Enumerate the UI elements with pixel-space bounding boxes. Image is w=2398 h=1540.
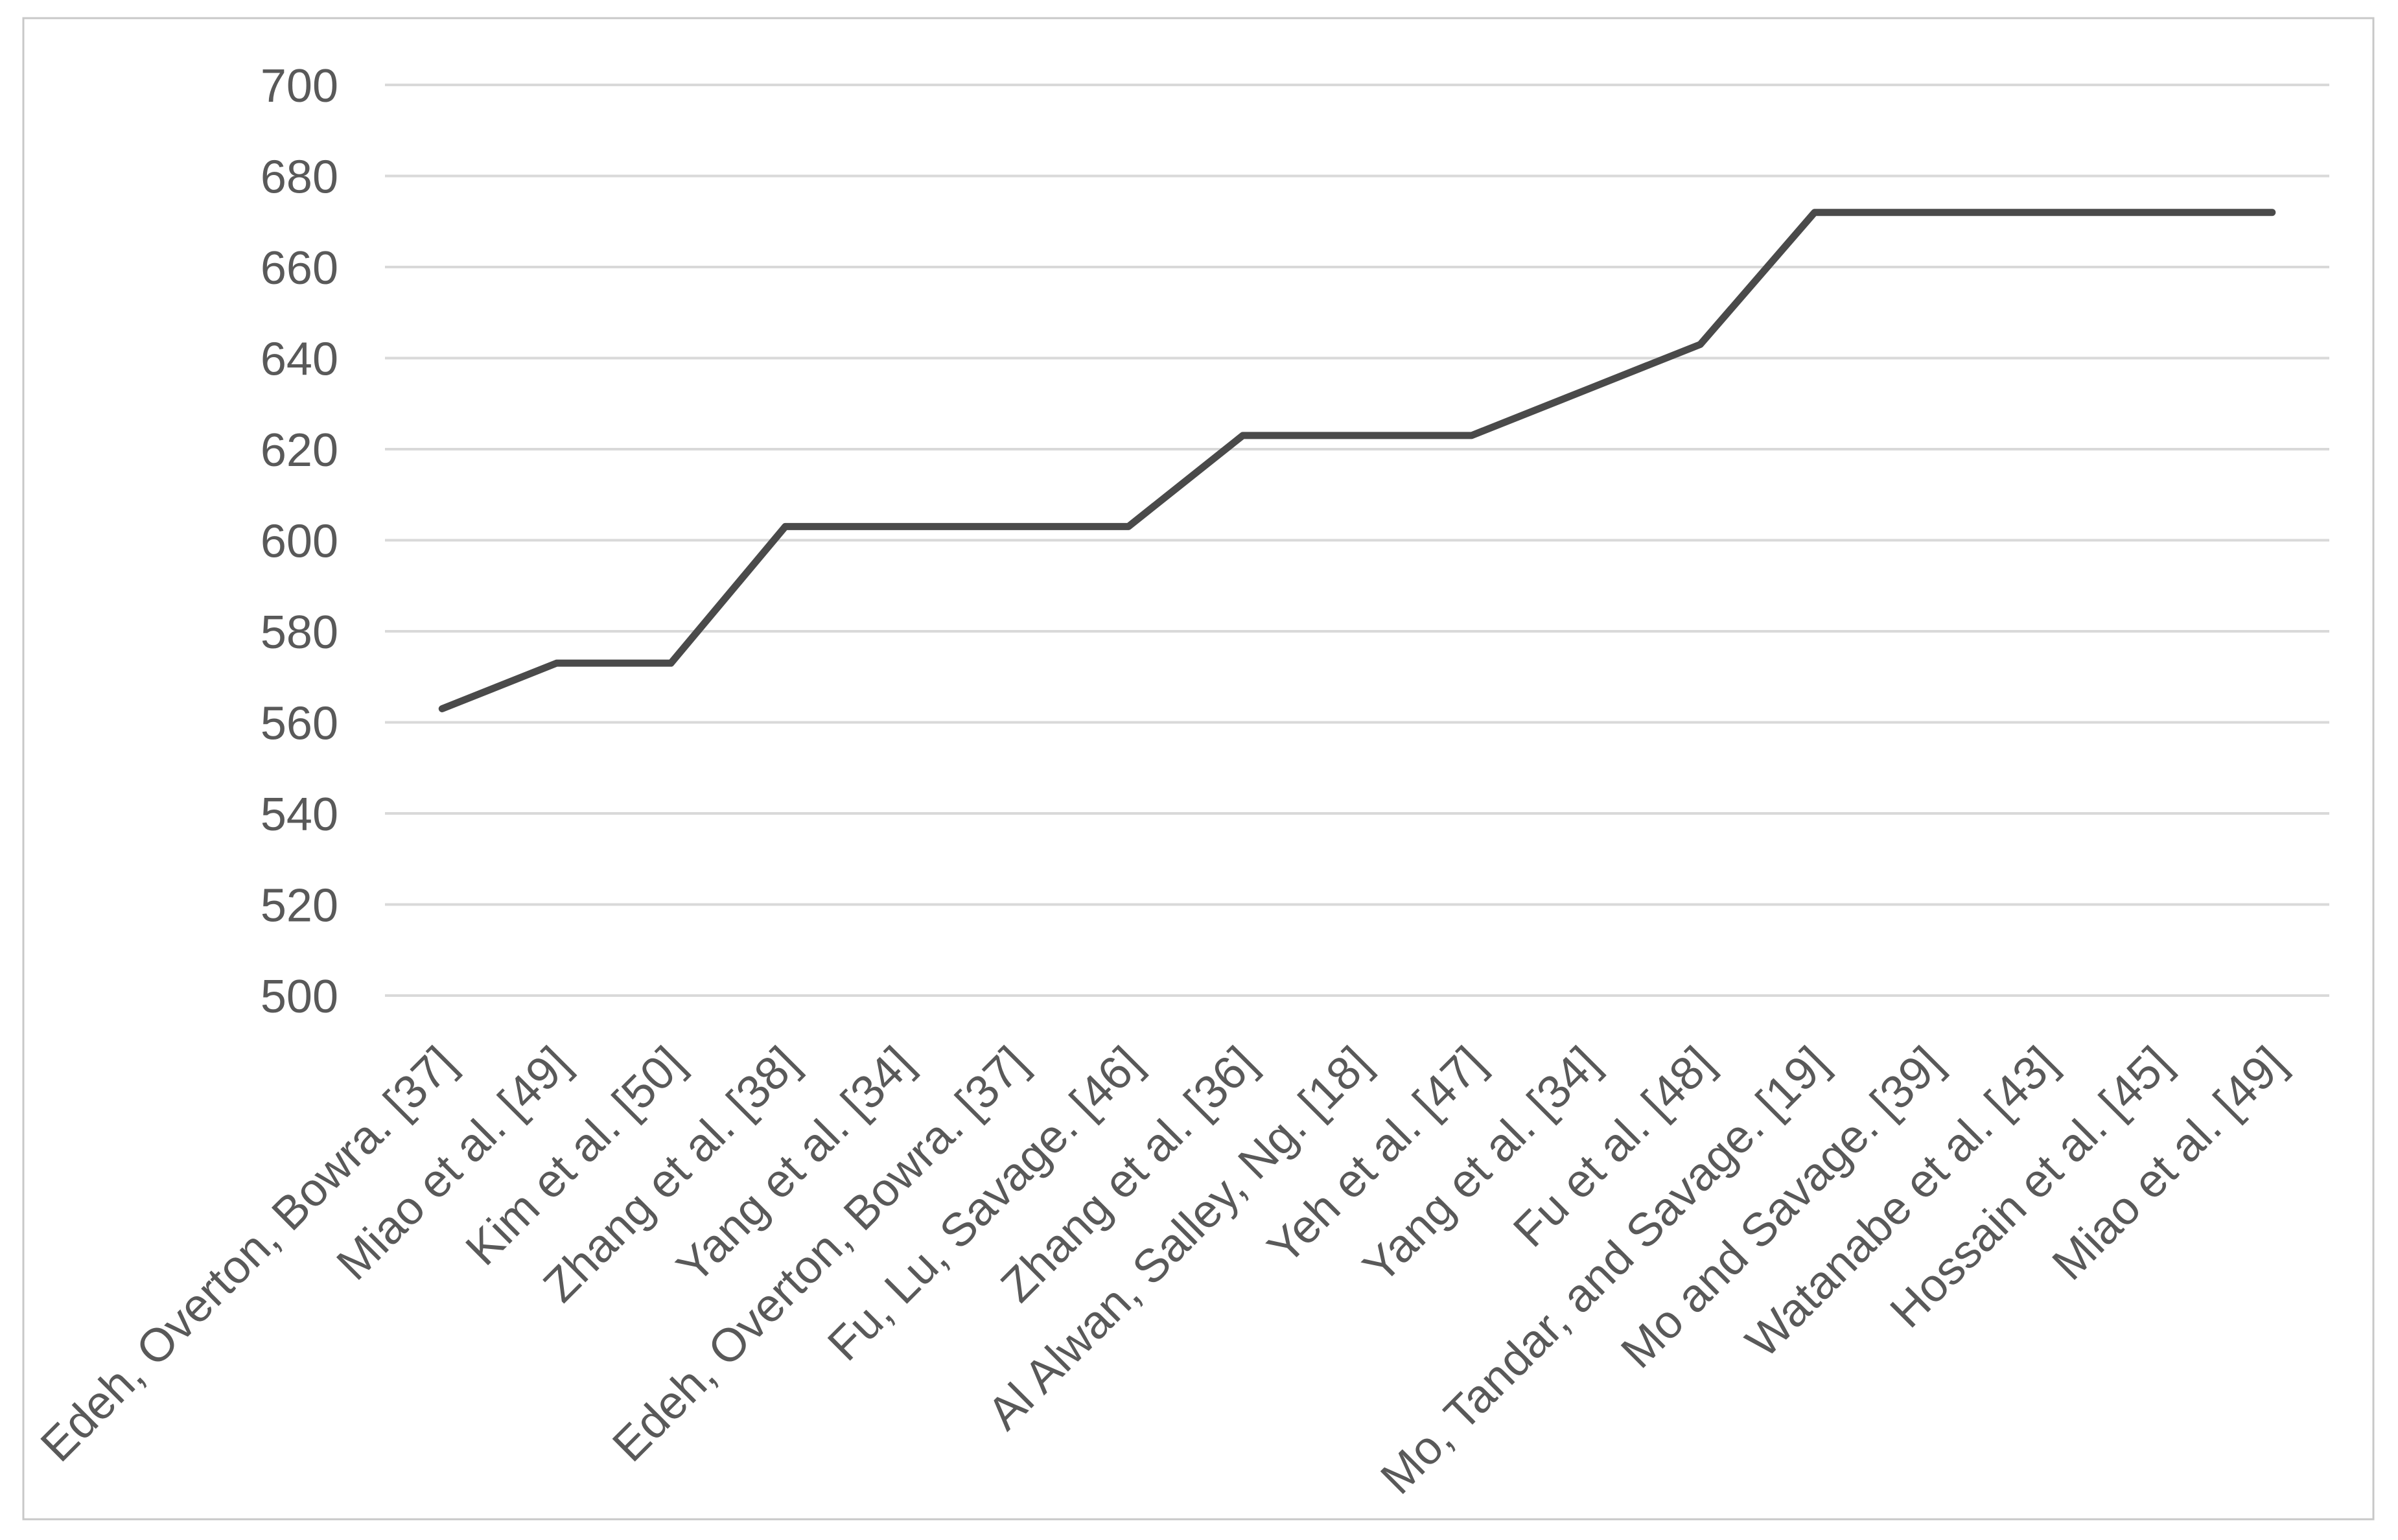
y-tick-label-500: 500 [261, 971, 338, 1023]
y-tick-label-560: 560 [261, 698, 338, 750]
y-tick-label-700: 700 [261, 60, 338, 112]
y-tick-label-680: 680 [261, 152, 338, 204]
y-tick-label-540: 540 [261, 789, 338, 841]
chart-border [22, 17, 2375, 1521]
y-tick-label-600: 600 [261, 516, 338, 568]
y-tick-label-640: 640 [261, 334, 338, 386]
data-line-series [438, 209, 2276, 712]
y-tick-label-580: 580 [261, 607, 338, 659]
y-tick-label-520: 520 [261, 880, 338, 932]
y-tick-label-620: 620 [261, 425, 338, 476]
y-tick-label-660: 660 [261, 242, 338, 294]
